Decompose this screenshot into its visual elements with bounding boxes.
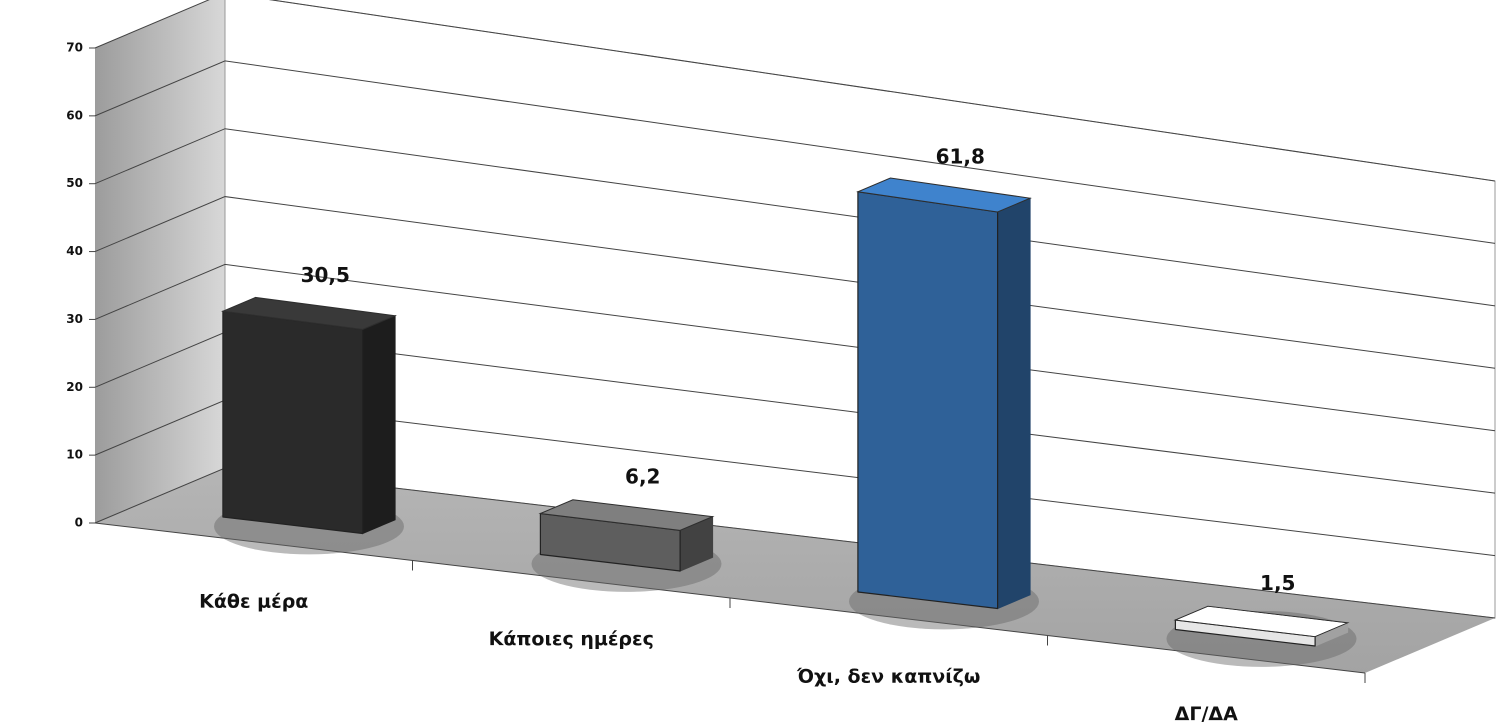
bar-top (221, 296, 397, 331)
grid-line (94, 263, 1496, 432)
y-tick-label: 40 (66, 244, 83, 258)
grid-line (94, 60, 1496, 244)
bar (857, 191, 999, 610)
bar-3d (531, 499, 722, 592)
value-label: 1,5 (1260, 571, 1295, 595)
x-tick-label: Κάποιες ημέρες (489, 628, 654, 650)
grid-line (94, 0, 1496, 182)
bar-3d (214, 296, 404, 555)
bar-3d (1166, 605, 1357, 667)
y-tick-label: 70 (66, 41, 83, 55)
bar-side (362, 315, 396, 535)
y-tick-label: 60 (66, 108, 83, 122)
y-tick-label: 0 (75, 516, 83, 530)
y-tick-label: 30 (66, 312, 83, 326)
x-tick-label: ΔΓ/ΔΑ (1175, 703, 1238, 725)
left-wall (95, 0, 225, 523)
bar-top (856, 177, 1032, 213)
y-tick-label: 20 (66, 380, 83, 394)
bar-side (997, 197, 1031, 610)
x-tick-label: Κάθε μέρα (199, 590, 308, 612)
value-label: 30,5 (301, 263, 350, 287)
x-tick-label: Όχι, δεν καπνίζω (796, 665, 980, 687)
value-label: 61,8 (936, 145, 985, 169)
bar (222, 310, 364, 535)
y-tick-label: 50 (66, 176, 83, 190)
grid-line (94, 128, 1496, 307)
floor (95, 468, 1495, 673)
bar-3d (849, 177, 1039, 630)
bar-top (1173, 605, 1350, 638)
y-tick-label: 10 (66, 448, 83, 462)
value-label: 6,2 (625, 465, 660, 489)
bar-top (538, 499, 715, 531)
grid-line (94, 196, 1496, 369)
